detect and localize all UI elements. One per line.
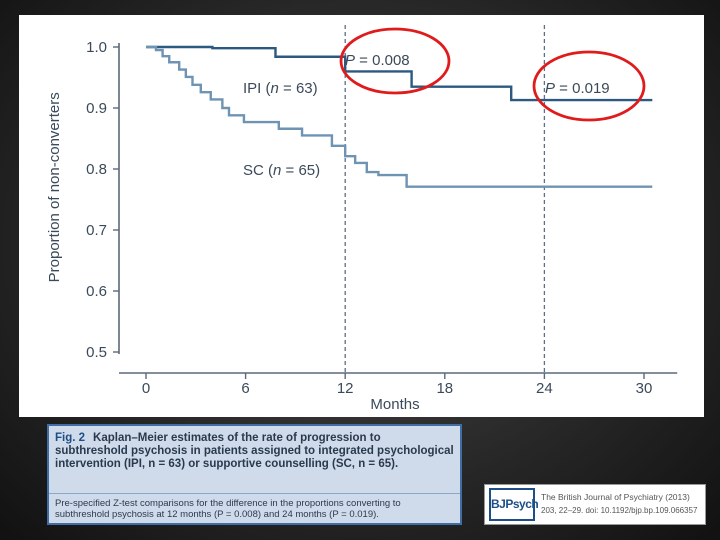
p-value-24-months: P = 0.019 [545, 80, 610, 97]
figure-caption: Fig. 2 Kaplan–Meier estimates of the rate… [47, 424, 462, 525]
y-tick-label: 1.0 [86, 39, 107, 56]
x-tick-label: 30 [636, 380, 653, 397]
caption-divider [49, 493, 460, 494]
p-value-12-months: P = 0.008 [345, 52, 410, 69]
x-tick-label: 12 [337, 380, 354, 397]
highlight-circle-24-months [532, 50, 646, 122]
journal-citation: BJPsych The British Journal of Psychiatr… [484, 484, 706, 525]
series-line-ipi [146, 45, 653, 102]
y-tick-label: 0.7 [86, 222, 107, 239]
km-chart: 0.5 0.6 0.7 0.8 0.9 1.0 0 6 12 18 24 30 Months Propor… [46, 25, 678, 413]
series-label-sc: SC (n = 65) [243, 162, 320, 179]
caption-title: Fig. 2 Kaplan–Meier estimates of the rate… [55, 432, 455, 471]
caption-note: Pre-specified Z-test comparisons for the… [55, 498, 401, 520]
y-tick-label: 0.5 [86, 344, 107, 361]
journal-name: The British Journal of Psychiatry (2013) [541, 492, 690, 502]
caption-fig-label: Fig. 2 [55, 432, 86, 444]
series-label-ipi: IPI (n = 63) [243, 80, 318, 97]
highlight-circle-12-months [339, 27, 451, 95]
y-tick-label: 0.6 [86, 283, 107, 300]
journal-logo: BJPsych [489, 488, 539, 521]
caption-text: Kaplan–Meier estimates of the rate of pr… [55, 432, 454, 470]
journal-reference: 203, 22–29. doi: 10.1192/bjp.bp.109.0663… [541, 506, 698, 515]
chart-panel: 0.5 0.6 0.7 0.8 0.9 1.0 0 6 12 18 24 30 Months Propor… [19, 15, 704, 417]
series-line-sc [146, 45, 653, 188]
x-tick-label: 18 [436, 380, 453, 397]
x-tick-label: 6 [241, 380, 249, 397]
y-tick-label: 0.8 [86, 161, 107, 178]
y-axis-label: Proportion of non-converters [46, 92, 63, 282]
x-axis-label: Months [370, 396, 419, 413]
x-tick-label: 24 [536, 380, 553, 397]
x-tick-label: 0 [142, 380, 150, 397]
y-tick-label: 0.9 [86, 100, 107, 117]
